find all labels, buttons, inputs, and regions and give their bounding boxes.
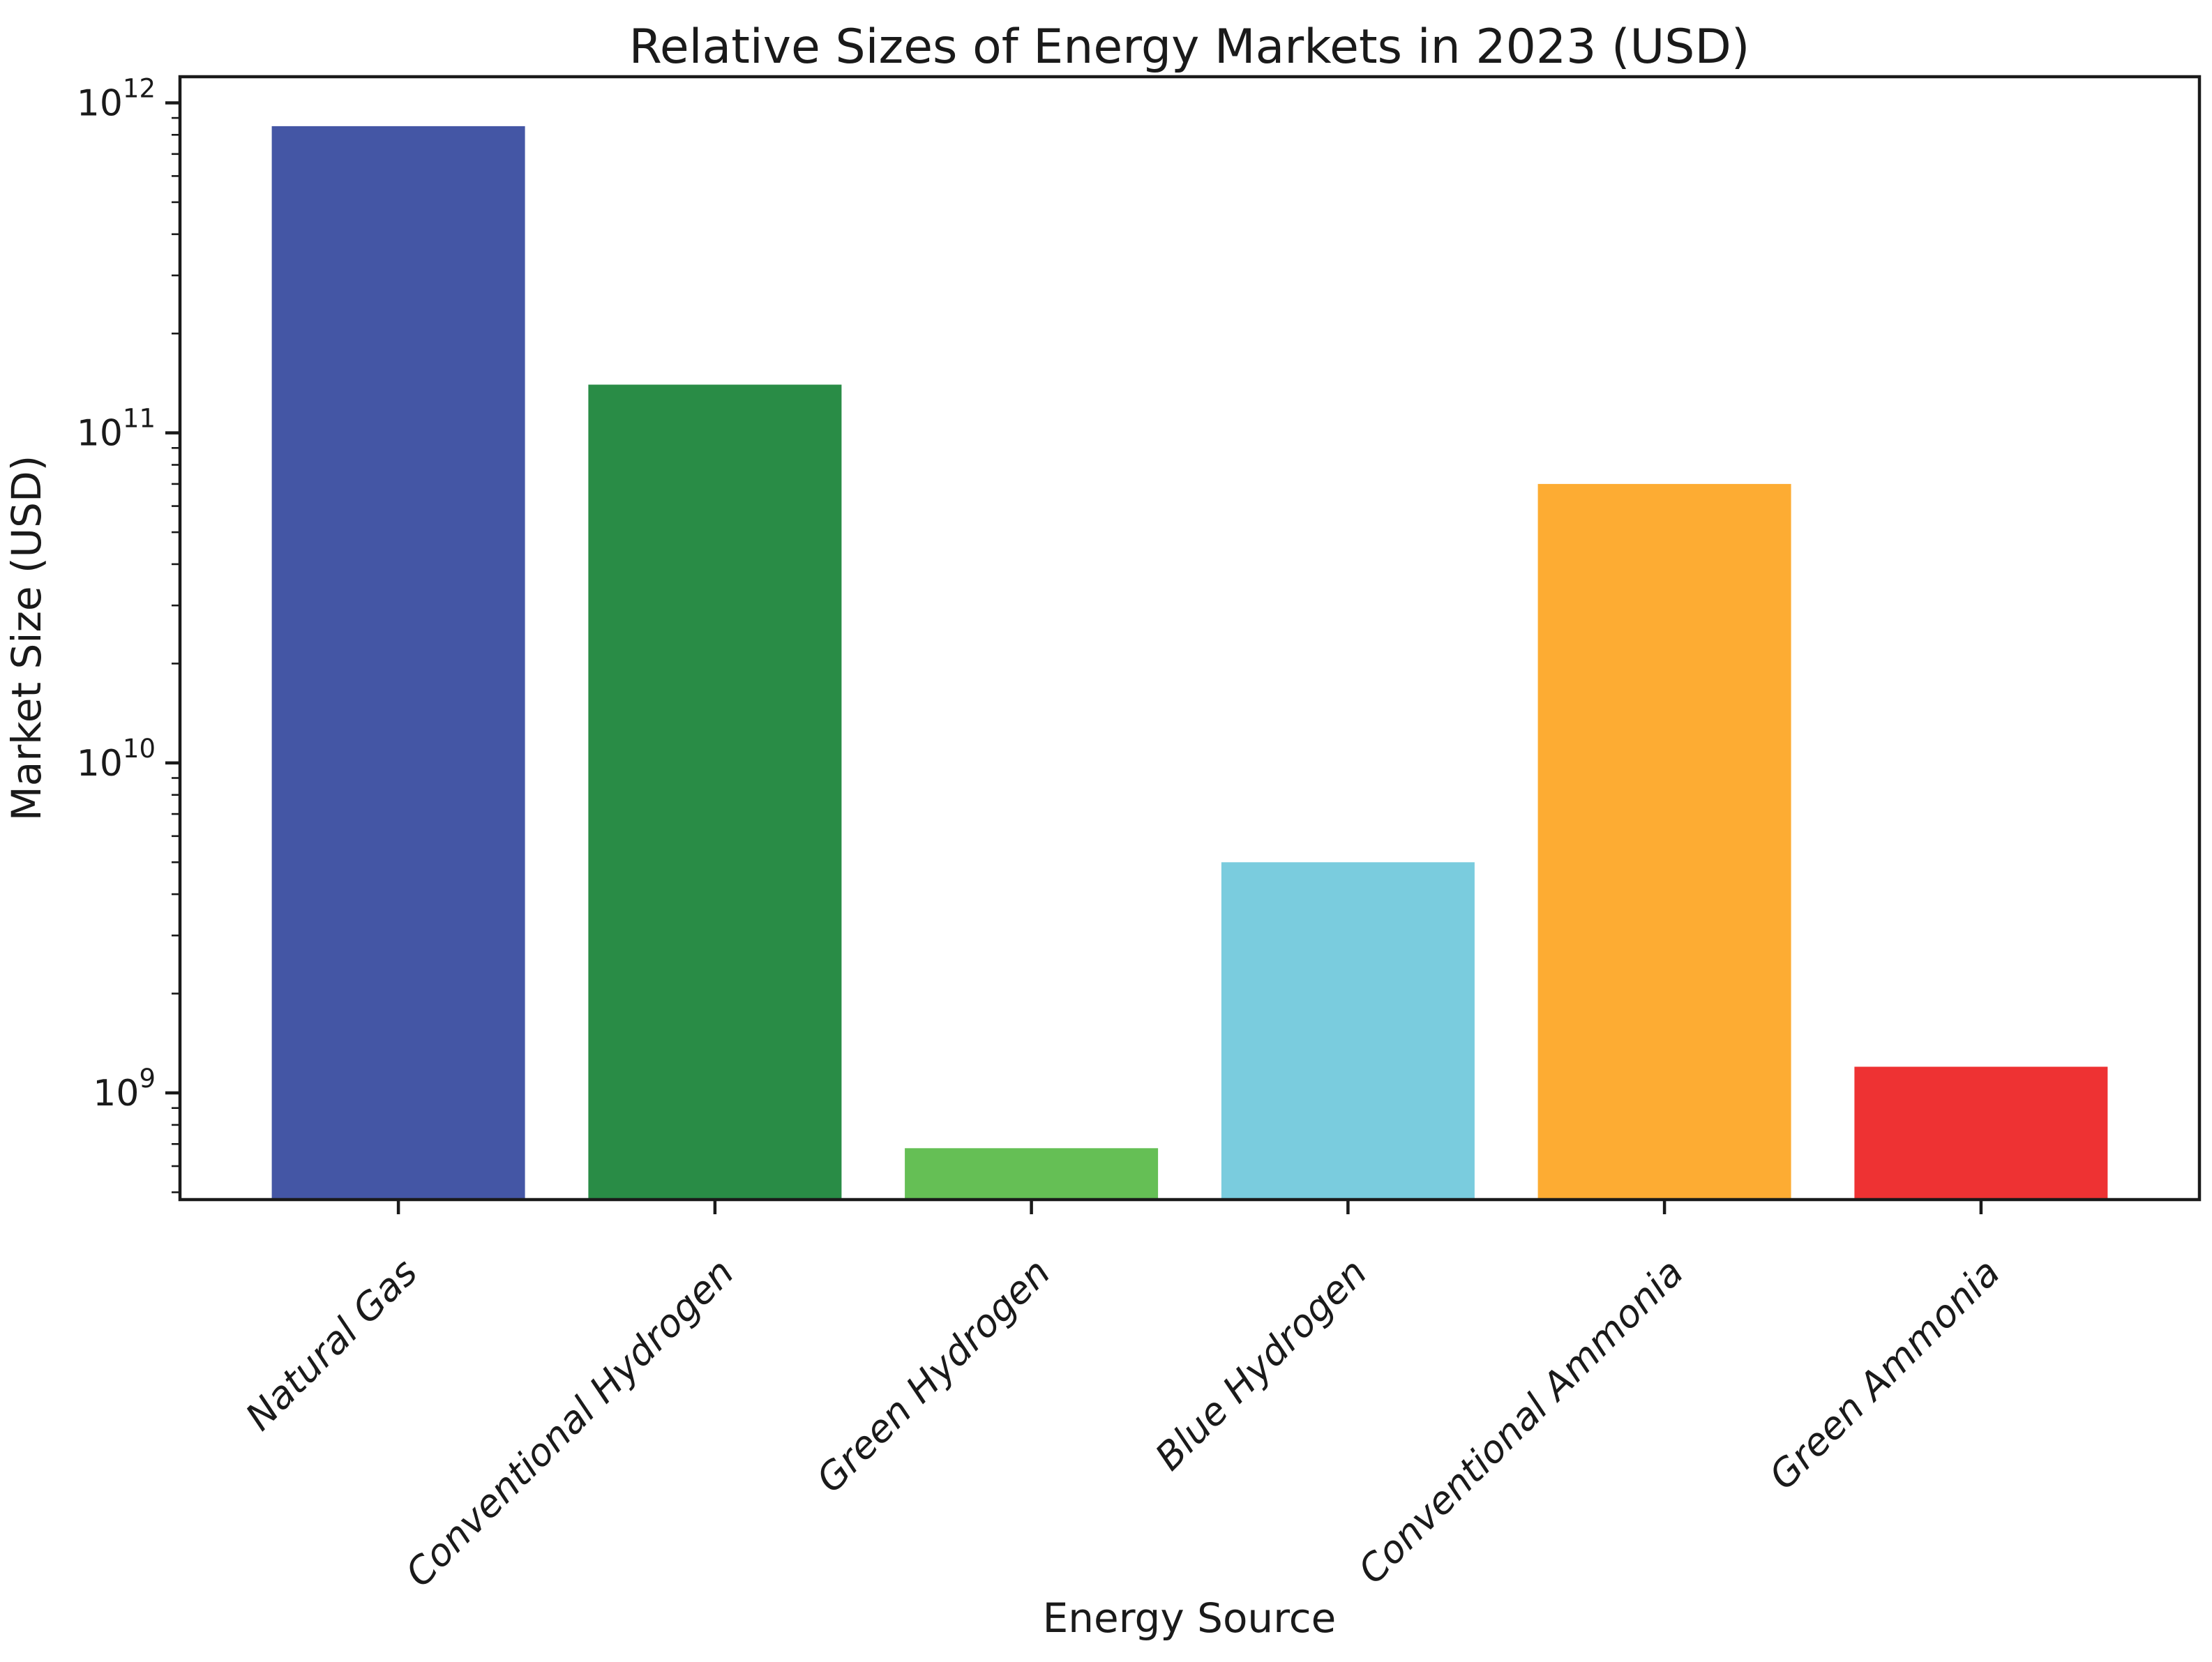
bar-green-hydrogen bbox=[905, 1148, 1159, 1200]
y-axis-label: Market Size (USD) bbox=[3, 455, 50, 822]
bar-conventional-hydrogen bbox=[588, 384, 842, 1200]
x-tick-label-natural-gas: Natural Gas bbox=[237, 1251, 426, 1439]
x-tick-label-conventional-hydrogen: Conventional Hydrogen bbox=[397, 1251, 742, 1596]
y-tick-label: 1011 bbox=[77, 404, 156, 455]
axes-spines bbox=[178, 75, 2202, 1202]
x-tick-label-conventional-ammonia: Conventional Ammonia bbox=[1350, 1251, 1692, 1592]
x-tick-label-green-hydrogen: Green Hydrogen bbox=[808, 1251, 1059, 1502]
x-tick-label-green-ammonia: Green Ammonia bbox=[1761, 1251, 2008, 1498]
y-tick-label: 1012 bbox=[77, 74, 156, 125]
y-tick-label: 109 bbox=[93, 1064, 156, 1115]
y-tick-label: 1010 bbox=[77, 734, 156, 785]
bars-group bbox=[271, 126, 2108, 1200]
bar-green-ammonia bbox=[1854, 1066, 2108, 1200]
chart-title: Relative Sizes of Energy Markets in 2023… bbox=[629, 20, 1750, 75]
bar-conventional-ammonia bbox=[1537, 483, 1791, 1200]
x-axis-label: Energy Source bbox=[1043, 1594, 1337, 1642]
bar-natural-gas bbox=[271, 126, 525, 1200]
x-tick-label-blue-hydrogen: Blue Hydrogen bbox=[1147, 1251, 1376, 1479]
bar-blue-hydrogen bbox=[1221, 862, 1475, 1200]
